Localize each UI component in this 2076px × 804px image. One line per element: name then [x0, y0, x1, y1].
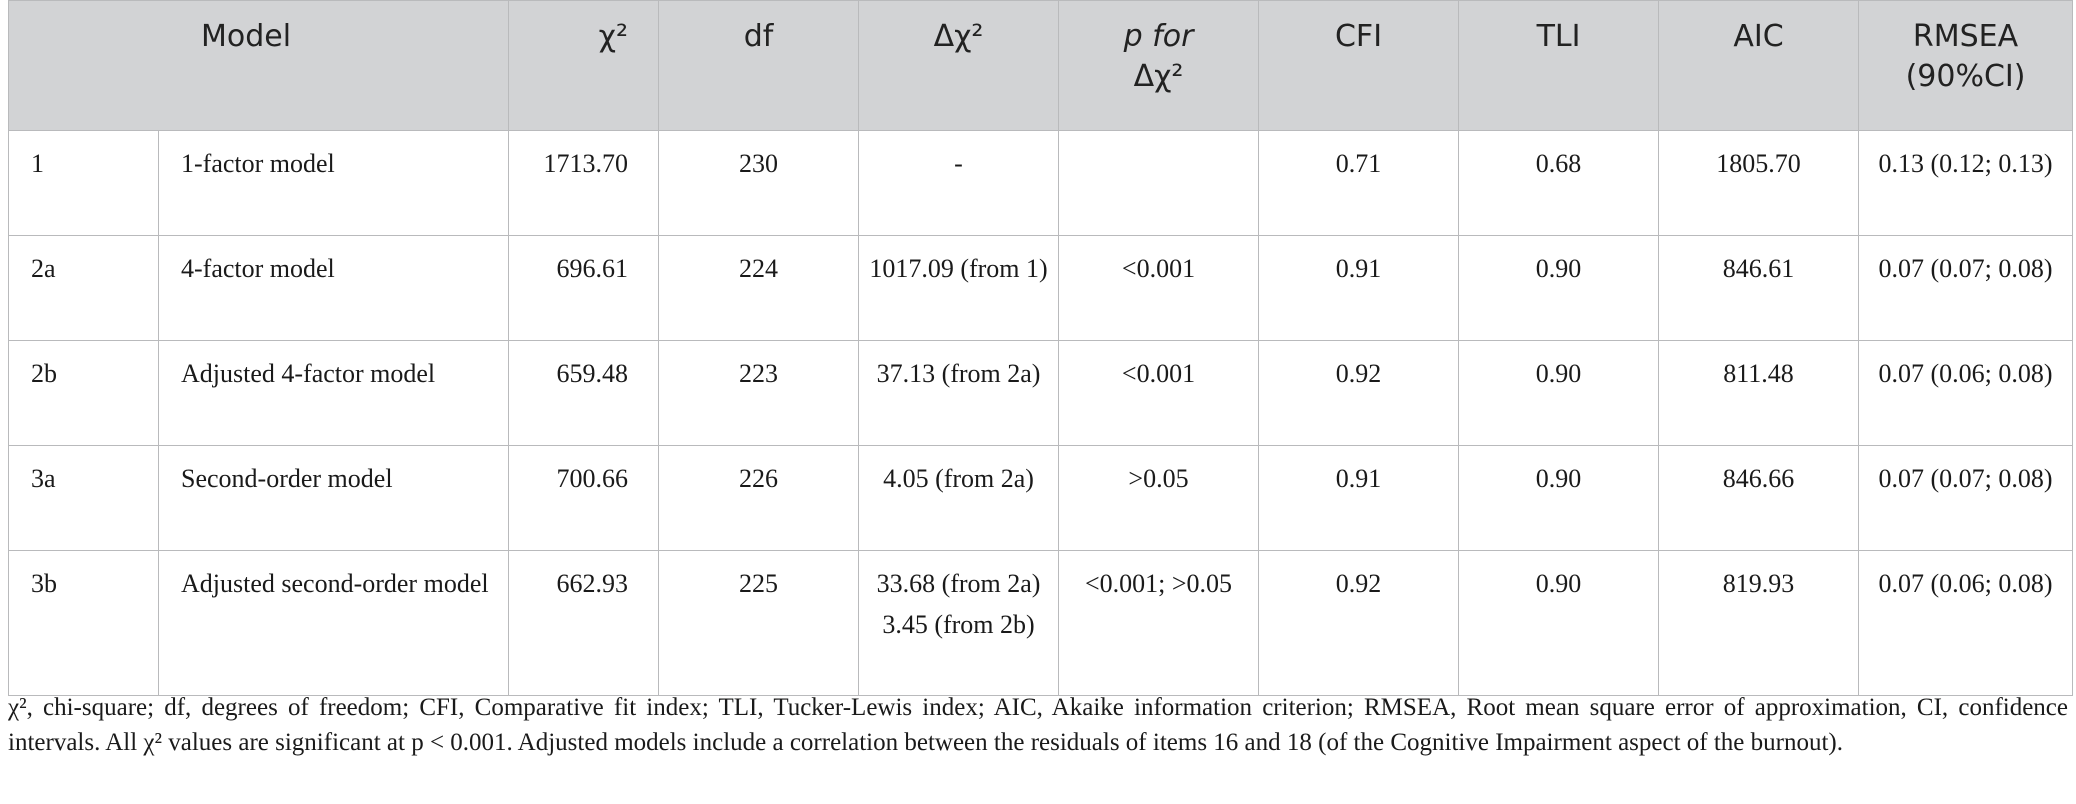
header-p-line1: p for	[1123, 19, 1194, 54]
cell-cfi: 0.71	[1258, 130, 1460, 236]
table-row: 2b Adjusted 4-factor model 659.48 223 37…	[8, 340, 2074, 446]
cell-p: <0.001	[1058, 340, 1260, 446]
cell-model-id: 2b	[8, 340, 159, 446]
header-rmsea: RMSEA (90%CI)	[1858, 0, 2074, 131]
table-row: 3a Second-order model 700.66 226 4.05 (f…	[8, 445, 2074, 551]
cell-chi2: 696.61	[508, 235, 660, 341]
header-row: Model χ² df Δχ² p for Δχ² CFI TLI AIC RM…	[7, 0, 2074, 131]
header-rmsea-line1: RMSEA	[1912, 19, 2019, 54]
cell-delta-chi2: 37.13 (from 2a)	[858, 340, 1060, 446]
cell-rmsea: 0.13 (0.12; 0.13)	[1858, 130, 2074, 236]
cell-aic: 811.48	[1658, 340, 1860, 446]
header-chi2: χ²	[508, 0, 660, 131]
cell-delta-chi2: 4.05 (from 2a)	[858, 445, 1060, 551]
cell-model-name: Adjusted 4-factor model	[157, 340, 510, 446]
cell-tli: 0.90	[1458, 235, 1660, 341]
header-tli: TLI	[1458, 0, 1660, 131]
cell-p: <0.001; >0.05	[1058, 550, 1260, 696]
cell-rmsea: 0.07 (0.06; 0.08)	[1858, 340, 2074, 446]
cell-tli: 0.90	[1458, 445, 1660, 551]
cell-cfi: 0.92	[1258, 550, 1460, 696]
cell-p: >0.05	[1058, 445, 1260, 551]
cell-cfi: 0.91	[1258, 445, 1460, 551]
cell-rmsea: 0.07 (0.06; 0.08)	[1858, 550, 2074, 696]
cell-aic: 846.61	[1658, 235, 1860, 341]
cell-delta-chi2: -	[858, 130, 1060, 236]
cell-chi2: 1713.70	[508, 130, 660, 236]
header-model: Model	[7, 0, 510, 131]
table-row: 1 1-factor model 1713.70 230 - 0.71 0.68…	[8, 130, 2074, 236]
cell-rmsea: 0.07 (0.07; 0.08)	[1858, 445, 2074, 551]
cell-model-id: 1	[8, 130, 159, 236]
cell-df: 226	[658, 445, 860, 551]
cell-chi2: 700.66	[508, 445, 660, 551]
cell-df: 230	[658, 130, 860, 236]
table-row: 2a 4-factor model 696.61 224 1017.09 (fr…	[8, 235, 2074, 341]
cell-tli: 0.90	[1458, 550, 1660, 696]
cell-chi2: 659.48	[508, 340, 660, 446]
cell-df: 224	[658, 235, 860, 341]
cell-aic: 846.66	[1658, 445, 1860, 551]
header-rmsea-line2: (90%CI)	[1905, 59, 2026, 94]
cell-aic: 1805.70	[1658, 130, 1860, 236]
model-fit-table: Model χ² df Δχ² p for Δχ² CFI TLI AIC RM…	[7, 0, 2074, 696]
header-cfi: CFI	[1258, 0, 1460, 131]
table-footnote: χ², chi-square; df, degrees of freedom; …	[8, 694, 2068, 756]
cell-df: 223	[658, 340, 860, 446]
header-df: df	[658, 0, 860, 131]
cell-df: 225	[658, 550, 860, 696]
header-p-line2: Δχ²	[1133, 59, 1184, 94]
cell-rmsea: 0.07 (0.07; 0.08)	[1858, 235, 2074, 341]
cell-delta-chi2: 1017.09 (from 1)	[858, 235, 1060, 341]
cell-model-name: Adjusted second-order model	[157, 550, 510, 696]
cell-p	[1058, 130, 1260, 236]
table-row: 3b Adjusted second-order model 662.93 22…	[8, 550, 2074, 696]
model-fit-table-container: Model χ² df Δχ² p for Δχ² CFI TLI AIC RM…	[7, 0, 2074, 696]
cell-model-name: 4-factor model	[157, 235, 510, 341]
cell-model-id: 3a	[8, 445, 159, 551]
header-delta-chi2: Δχ²	[858, 0, 1060, 131]
cell-cfi: 0.92	[1258, 340, 1460, 446]
cell-chi2: 662.93	[508, 550, 660, 696]
cell-p: <0.001	[1058, 235, 1260, 341]
cell-model-name: 1-factor model	[157, 130, 510, 236]
cell-model-id: 3b	[8, 550, 159, 696]
header-aic: AIC	[1658, 0, 1860, 131]
cell-tli: 0.68	[1458, 130, 1660, 236]
header-p-for-delta-chi2: p for Δχ²	[1058, 0, 1260, 131]
cell-cfi: 0.91	[1258, 235, 1460, 341]
cell-model-id: 2a	[8, 235, 159, 341]
cell-model-name: Second-order model	[157, 445, 510, 551]
cell-tli: 0.90	[1458, 340, 1660, 446]
cell-aic: 819.93	[1658, 550, 1860, 696]
cell-delta-chi2: 33.68 (from 2a) 3.45 (from 2b)	[858, 550, 1060, 696]
